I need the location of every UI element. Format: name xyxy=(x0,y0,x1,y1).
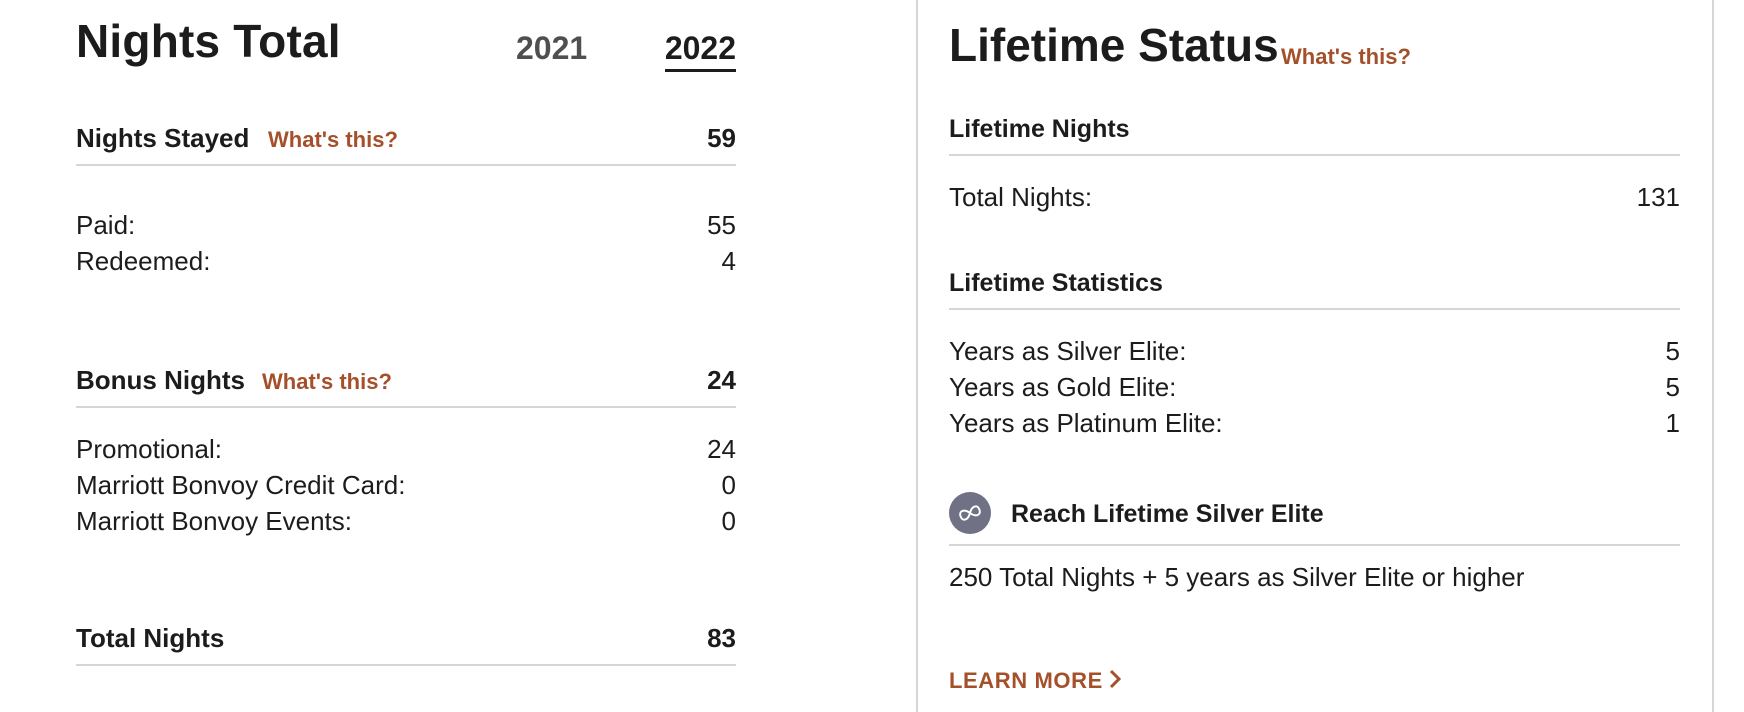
bonus-nights-whats-this-link[interactable]: What's this? xyxy=(262,369,392,394)
lifetime-status-panel: Lifetime Status What's this? Lifetime Ni… xyxy=(949,0,1680,712)
bonus-nights-label: Bonus Nights xyxy=(76,365,245,395)
credit-card-value: 0 xyxy=(721,470,736,500)
paid-row: Paid: 55 xyxy=(76,210,736,246)
gold-elite-row: Years as Gold Elite: 5 xyxy=(949,372,1680,408)
bonus-nights-value: 24 xyxy=(707,365,736,395)
nights-stayed-label: Nights Stayed xyxy=(76,123,250,153)
silver-elite-value: 5 xyxy=(1665,336,1680,366)
total-nights-value: 83 xyxy=(707,623,736,653)
platinum-elite-value: 1 xyxy=(1665,408,1680,438)
events-value: 0 xyxy=(721,506,736,536)
gold-elite-label: Years as Gold Elite: xyxy=(949,372,1177,402)
lifetime-goal-description: 250 Total Nights + 5 years as Silver Eli… xyxy=(949,562,1525,592)
redeemed-value: 4 xyxy=(721,246,736,276)
lifetime-total-nights-row: Total Nights: 131 xyxy=(949,182,1680,218)
chevron-right-icon xyxy=(1109,669,1122,695)
bonus-nights-header: Bonus Nights What's this? 24 xyxy=(76,365,736,408)
promotional-value: 24 xyxy=(707,434,736,464)
redeemed-label: Redeemed: xyxy=(76,246,211,276)
lifetime-nights-label: Lifetime Nights xyxy=(949,115,1130,143)
lifetime-goal-header: Reach Lifetime Silver Elite xyxy=(949,490,1680,546)
lifetime-statistics-label: Lifetime Statistics xyxy=(949,269,1163,297)
tab-2021[interactable]: 2021 xyxy=(516,30,588,66)
events-label: Marriott Bonvoy Events: xyxy=(76,506,352,536)
learn-more-label: LEARN MORE xyxy=(949,668,1103,693)
paid-value: 55 xyxy=(707,210,736,240)
paid-label: Paid: xyxy=(76,210,136,240)
panel-divider xyxy=(916,0,918,712)
lifetime-status-title: Lifetime Status xyxy=(949,19,1279,71)
nights-total-panel: Nights Total 2021 2022 Nights Stayed Wha… xyxy=(76,0,736,712)
silver-elite-row: Years as Silver Elite: 5 xyxy=(949,336,1680,372)
platinum-elite-label: Years as Platinum Elite: xyxy=(949,408,1223,438)
silver-elite-label: Years as Silver Elite: xyxy=(949,336,1187,366)
gold-elite-value: 5 xyxy=(1665,372,1680,402)
platinum-elite-row: Years as Platinum Elite: 1 xyxy=(949,408,1680,444)
lifetime-status-whats-this-link[interactable]: What's this? xyxy=(1281,44,1411,69)
promotional-row: Promotional: 24 xyxy=(76,434,736,470)
panel-right-border xyxy=(1712,0,1714,712)
redeemed-row: Redeemed: 4 xyxy=(76,246,736,282)
nights-stayed-header: Nights Stayed What's this? 59 xyxy=(76,123,736,166)
infinity-icon xyxy=(949,492,991,534)
credit-card-row: Marriott Bonvoy Credit Card: 0 xyxy=(76,470,736,506)
credit-card-label: Marriott Bonvoy Credit Card: xyxy=(76,470,406,500)
lifetime-total-nights-value: 131 xyxy=(1636,182,1680,212)
total-nights-header: Total Nights 83 xyxy=(76,623,736,666)
nights-stayed-whats-this-link[interactable]: What's this? xyxy=(268,127,398,152)
nights-total-title: Nights Total xyxy=(76,15,341,67)
lifetime-statistics-header: Lifetime Statistics xyxy=(949,268,1680,310)
lifetime-nights-header: Lifetime Nights xyxy=(949,114,1680,156)
tab-2022[interactable]: 2022 xyxy=(664,30,736,72)
lifetime-total-nights-label: Total Nights: xyxy=(949,182,1093,212)
total-nights-label: Total Nights xyxy=(76,623,225,653)
events-row: Marriott Bonvoy Events: 0 xyxy=(76,506,736,542)
nights-stayed-value: 59 xyxy=(707,123,736,153)
promotional-label: Promotional: xyxy=(76,434,222,464)
learn-more-link[interactable]: LEARN MORE xyxy=(949,668,1122,695)
lifetime-goal-label: Reach Lifetime Silver Elite xyxy=(1011,500,1324,528)
